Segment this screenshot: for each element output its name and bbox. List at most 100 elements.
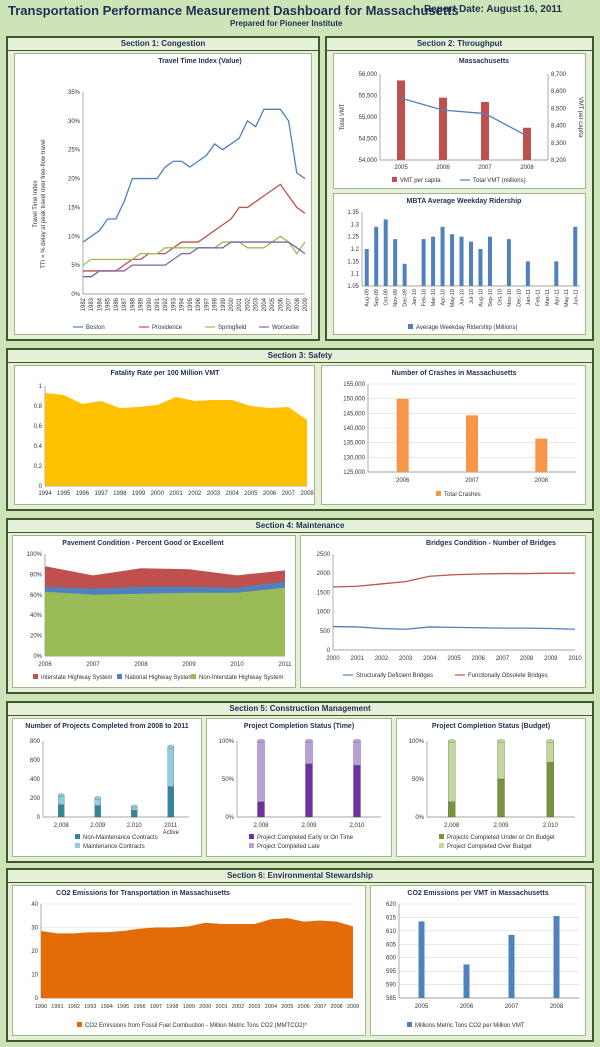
ptime-panel: Project Completion Status (Time) 0% 50% 100… xyxy=(206,718,392,857)
x-tick-label: 1997 xyxy=(150,1004,162,1010)
legend-label: Non-Interstate Highway System xyxy=(199,675,283,681)
y-tick-label: 0.8 xyxy=(34,404,43,410)
x-tick-label: Jul-10 xyxy=(469,289,475,304)
bar-segment xyxy=(305,763,313,818)
x-tick-label: 2009 xyxy=(544,656,558,662)
x-tick-label: 2,009 xyxy=(90,823,106,829)
y2-tick-label: 8,600 xyxy=(551,89,567,95)
y-tick-label: 1.25 xyxy=(347,235,359,241)
y-tick-label: 605 xyxy=(386,942,397,948)
y-tick-label: 0% xyxy=(225,815,234,821)
x-tick-label: 2,009 xyxy=(493,823,509,829)
bar xyxy=(364,249,369,286)
bar xyxy=(554,261,559,286)
y-tick-label: 56,000 xyxy=(359,72,378,78)
x-tick-label: Sep-10 xyxy=(488,289,494,307)
x-tick-label: 1996 xyxy=(196,297,202,311)
x-tick-label: 1982 xyxy=(81,297,87,311)
y-tick-label: 10 xyxy=(31,973,38,979)
x-tick-label: 1996 xyxy=(133,1004,145,1010)
area-fill xyxy=(45,393,307,486)
x-tick-label: 2006 xyxy=(298,1004,310,1010)
legend-label: Total Crashes xyxy=(444,492,481,498)
x-tick-label: Jun-11 xyxy=(573,289,579,305)
bar xyxy=(439,97,447,160)
y-tick-label: 25% xyxy=(68,148,81,154)
legend-label: Interstate Highway System xyxy=(41,675,112,681)
y-tick-label: 0 xyxy=(327,648,331,654)
x-tick-label: 2,010 xyxy=(349,823,365,829)
y-tick-label: 1.05 xyxy=(347,284,359,290)
legend-label: Functionally Obsolete Bridges xyxy=(468,673,548,679)
x-tick-label: 2,009 xyxy=(301,823,317,829)
x-tick-label: 2003 xyxy=(248,1004,260,1010)
x-tick-label: 2003 xyxy=(207,491,221,497)
y-tick-label: 100% xyxy=(27,552,43,558)
report-date: Report Date: August 16, 2011 xyxy=(423,4,562,15)
y-tick-label: 50% xyxy=(412,777,425,783)
bar xyxy=(466,415,478,472)
vmt-panel: Massachusetts 54,000 54,500 55,000 55,500 56,… xyxy=(333,53,586,189)
y-tick-label: 100% xyxy=(219,739,235,745)
x-tick-label: 1988 xyxy=(130,297,136,311)
x-tick-label: 2008 xyxy=(520,165,534,171)
series-line xyxy=(332,625,576,630)
x-tick-label: 1992 xyxy=(163,297,169,311)
bar xyxy=(523,127,531,160)
dashboard-header: Transportation Performance Measurement D… xyxy=(0,0,600,34)
y-tick-label: 620 xyxy=(386,902,397,908)
x-tick-label: 2,010 xyxy=(543,823,559,829)
projects-panel: Number of Projects Completed from 2008 t… xyxy=(12,718,202,857)
y2-axis-label: VMT per capita xyxy=(577,97,583,138)
bar-cap xyxy=(353,739,361,743)
bar xyxy=(469,241,473,286)
bridge-chart: Bridges Condition - Number of Bridges 0 50… xyxy=(317,540,583,679)
bar xyxy=(431,236,436,286)
x-tick-label: 2004 xyxy=(423,656,437,662)
chart-title: Pavement Condition - Percent Good or Exc… xyxy=(62,540,224,547)
y-tick-label: 80% xyxy=(30,572,43,578)
x-tick-label: Mar-11 xyxy=(545,289,551,306)
x-tick-label: Dec-10 xyxy=(516,289,522,307)
x-tick-label: 2000 xyxy=(326,656,340,662)
legend-label: Projects Completed Under or On Budget xyxy=(447,835,555,841)
y-tick-label: 40 xyxy=(31,902,38,908)
dashboard-subtitle: Prepared for Pioneer Institute xyxy=(230,19,343,28)
x-tick-label: 1996 xyxy=(76,491,90,497)
bar-cap xyxy=(58,793,65,797)
tti-chart: Travel Time Index (Value) 0% 5% 10% 15% 20% 25… xyxy=(33,58,309,331)
co2vmt-panel: CO2 Emissions per VMT in Massachusetts 58… xyxy=(370,885,586,1036)
y2-tick-label: 8,200 xyxy=(551,158,567,164)
bar-cap xyxy=(257,739,265,743)
x-tick-label: 2006 xyxy=(472,656,486,662)
y-tick-label: 155,000 xyxy=(343,382,365,388)
bar xyxy=(553,916,560,998)
x-tick-label: 2001 xyxy=(351,656,365,662)
y-tick-label: 1.3 xyxy=(351,222,360,228)
x-tick-label: 1985 xyxy=(106,297,112,311)
x-tick-label: 2002 xyxy=(232,1004,244,1010)
x-tick-label: 2005 xyxy=(394,165,408,171)
y-tick-label: 145,000 xyxy=(343,411,365,417)
y-tick-label: 30% xyxy=(68,119,81,125)
bar xyxy=(374,226,379,286)
x-tick-label: 2007 xyxy=(505,1004,519,1010)
bar-cap xyxy=(546,739,554,743)
x-tick-label: 1998 xyxy=(113,491,127,497)
y-tick-label: 1500 xyxy=(317,590,331,596)
co2vmt-chart: CO2 Emissions per VMT in Massachusetts 58… xyxy=(386,890,579,1029)
tti-panel: Travel Time Index (Value) 0% 5% 10% 15% 20% 25… xyxy=(14,53,312,335)
chart-title: Bridges Condition - Number of Bridges xyxy=(426,540,556,547)
y2-tick-label: 8,300 xyxy=(551,141,567,147)
bar-segment xyxy=(546,740,554,763)
x-tick-label: 2010 xyxy=(568,656,582,662)
y-tick-label: 54,500 xyxy=(359,137,378,143)
chart-title: MBTA Average Weekday Ridership xyxy=(407,198,522,205)
x-tick-label: Mar-10 xyxy=(431,289,437,306)
bar xyxy=(487,236,492,286)
y-tick-label: 130,000 xyxy=(343,455,365,461)
x-tick-label: 1997 xyxy=(94,491,108,497)
y-tick-label: 150,000 xyxy=(343,397,365,403)
legend-label: Non-Maintenance Contracts xyxy=(83,835,158,841)
x-tick-label: 2003 xyxy=(254,297,260,311)
